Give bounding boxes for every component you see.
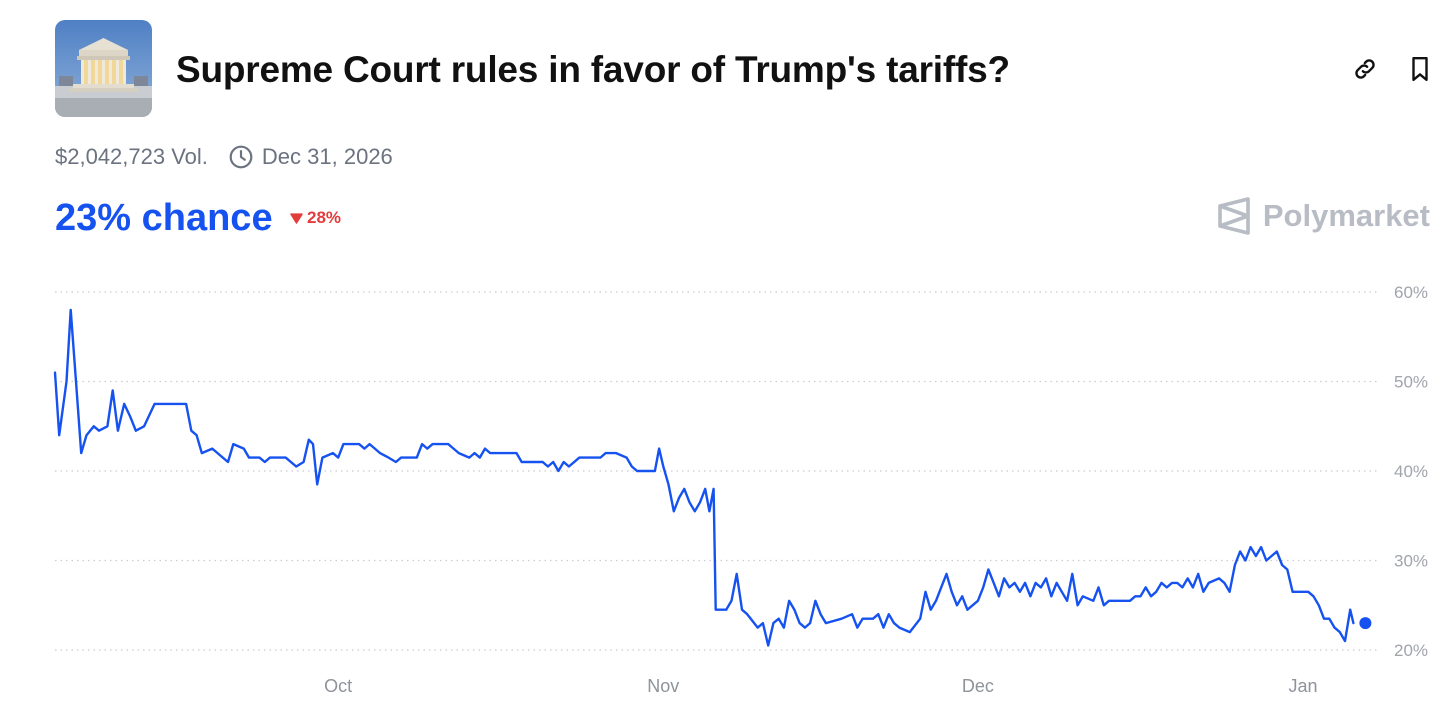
y-tick-label: 60% xyxy=(1394,283,1428,302)
volume-label: $2,042,723 Vol. xyxy=(55,144,208,169)
x-tick-label: Dec xyxy=(962,676,994,696)
x-tick-label: Oct xyxy=(324,676,352,696)
y-tick-label: 40% xyxy=(1394,462,1428,481)
current-point xyxy=(1359,617,1372,630)
copy-link-button[interactable] xyxy=(1348,52,1382,86)
bookmark-button[interactable] xyxy=(1403,52,1437,86)
series-line xyxy=(53,308,1355,647)
market-meta: $2,042,723 Vol. Dec 31, 2026 xyxy=(55,141,393,173)
brand-name: Polymarket xyxy=(1262,198,1430,233)
change-value: 28% xyxy=(307,208,342,227)
down-triangle-icon xyxy=(290,213,303,224)
end-date-label: Dec 31, 2026 xyxy=(261,144,393,169)
link-icon xyxy=(1355,59,1375,79)
x-tick-label: Jan xyxy=(1289,676,1318,696)
bookmark-icon xyxy=(1412,56,1428,82)
market-title: Supreme Court rules in favor of Trump's … xyxy=(176,49,1010,90)
y-tick-label: 20% xyxy=(1394,641,1428,660)
polymarket-mark-icon xyxy=(1218,197,1250,235)
change-badge: 28% xyxy=(290,208,341,228)
supreme-court-image xyxy=(55,20,152,117)
clock-icon xyxy=(228,144,254,170)
x-tick-label: Nov xyxy=(647,676,679,696)
chance-value: 23% chance xyxy=(55,197,273,239)
y-tick-label: 30% xyxy=(1394,552,1428,571)
polymarket-logo: Polymarket xyxy=(1217,197,1430,235)
y-tick-label: 50% xyxy=(1394,373,1428,392)
market-thumbnail xyxy=(55,20,152,117)
